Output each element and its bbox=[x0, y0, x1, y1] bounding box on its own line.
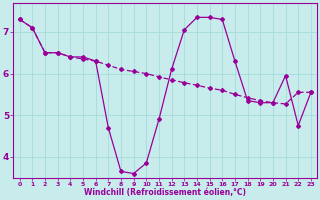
X-axis label: Windchill (Refroidissement éolien,°C): Windchill (Refroidissement éolien,°C) bbox=[84, 188, 246, 197]
